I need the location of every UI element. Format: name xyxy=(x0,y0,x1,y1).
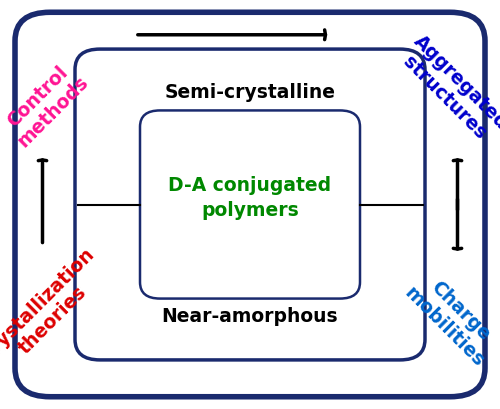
Text: Aggregated
structures: Aggregated structures xyxy=(394,31,500,148)
FancyBboxPatch shape xyxy=(75,49,425,360)
Text: Crystallization
theories: Crystallization theories xyxy=(0,245,114,381)
Text: Control
methods: Control methods xyxy=(0,57,92,151)
Text: D-A conjugated
polymers: D-A conjugated polymers xyxy=(168,176,332,220)
FancyBboxPatch shape xyxy=(15,12,485,397)
Text: Charge
mobilities: Charge mobilities xyxy=(401,267,500,371)
Text: Semi-crystalline: Semi-crystalline xyxy=(164,83,336,101)
FancyBboxPatch shape xyxy=(140,110,360,299)
Text: Near-amorphous: Near-amorphous xyxy=(162,308,338,326)
